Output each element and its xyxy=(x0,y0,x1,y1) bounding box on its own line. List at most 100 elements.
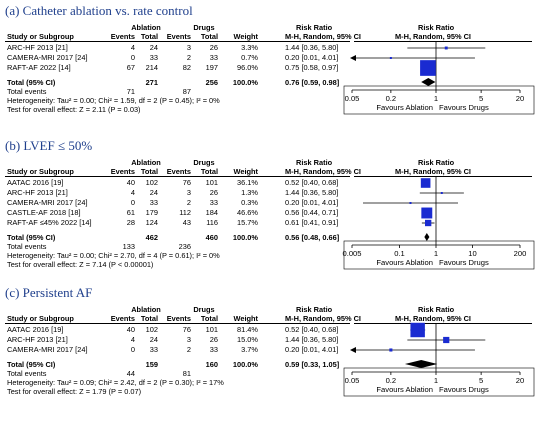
total2-value: 26 xyxy=(209,43,218,52)
study-effect-square xyxy=(409,202,412,204)
rr-value: 0.61 [0.41, 0.91] xyxy=(285,218,339,227)
study-effect-square xyxy=(421,207,433,219)
overall-effect-text: Test for overall effect: Z = 1.79 (P = 0… xyxy=(7,387,142,396)
total2-value: 26 xyxy=(209,335,218,344)
weight-value: 0.7% xyxy=(241,53,258,62)
total-events-label: Total events xyxy=(7,242,47,251)
panel-title: (c) Persistent AF xyxy=(5,285,93,300)
rr-column-subheader: M-H, Random, 95% CI xyxy=(285,167,361,176)
favours-left-label: Favours Ablation xyxy=(376,258,433,267)
pooled-effect-diamond xyxy=(404,360,438,368)
study-name: CASTLE-AF 2018 [18] xyxy=(7,208,81,217)
x-axis-tick-label: 5 xyxy=(479,376,483,385)
events1-value: 28 xyxy=(126,218,135,227)
plot-subheader: M-H, Random, 95% CI xyxy=(395,167,471,176)
forest-plot: 0.05 0.2 1 5 20 Favours Ablation Favours Drugs xyxy=(343,322,535,397)
total-events1: 133 xyxy=(122,242,135,251)
study-effect-square xyxy=(444,46,448,50)
weight-header: Weight xyxy=(233,167,259,176)
events1-header: Events xyxy=(110,167,135,176)
x-axis-tick-label: 0.05 xyxy=(345,376,360,385)
total2-value: 101 xyxy=(205,178,218,187)
study-name: CAMERA-MRI 2017 [24] xyxy=(7,198,88,207)
pooled-rr: 0.59 [0.33, 1.05] xyxy=(285,360,340,369)
heterogeneity-text: Heterogeneity: Tau² = 0.00; Chi² = 1.59,… xyxy=(7,96,220,105)
axis-frame xyxy=(343,240,535,270)
rr-column-subheader: M-H, Random, 95% CI xyxy=(285,32,361,41)
total-events2: 87 xyxy=(182,87,191,96)
weight-value: 81.4% xyxy=(237,325,258,334)
weight-sum: 100.0% xyxy=(232,78,258,87)
total2-value: 26 xyxy=(209,188,218,197)
rr-value: 0.20 [0.01, 4.01] xyxy=(285,345,339,354)
total1-header: Total xyxy=(140,32,158,41)
total2-sum: 256 xyxy=(205,78,218,87)
x-axis-tick-label: 0.2 xyxy=(386,94,397,103)
total1-value: 102 xyxy=(145,178,158,187)
plot-subheader: M-H, Random, 95% CI xyxy=(395,32,471,41)
favours-left-label: Favours Ablation xyxy=(376,103,433,112)
total-label: Total (95% CI) xyxy=(7,360,56,369)
events1-header: Events xyxy=(110,32,135,41)
weight-header: Weight xyxy=(233,32,259,41)
total2-value: 33 xyxy=(209,198,218,207)
plot-header-rule xyxy=(354,176,532,177)
events2-value: 2 xyxy=(186,345,191,354)
x-axis-tick-label: 200 xyxy=(514,249,527,258)
total2-sum: 160 xyxy=(205,360,218,369)
ci-arrow-left xyxy=(350,55,356,61)
table-header-rule xyxy=(5,323,350,324)
study-effect-square xyxy=(389,348,393,352)
forest-plot: 0.005 0.1 1 10 200 Favours Ablation Favours Dr… xyxy=(342,177,535,270)
weight-value: 3.7% xyxy=(241,345,258,354)
heterogeneity-text: Heterogeneity: Tau² = 0.00; Chi² = 2.70,… xyxy=(7,251,220,260)
total2-value: 33 xyxy=(209,53,218,62)
events2-header: Events xyxy=(166,314,191,323)
overall-effect-text: Test for overall effect: Z = 7.14 (P < 0… xyxy=(7,260,154,269)
total1-value: 33 xyxy=(149,345,158,354)
total1-value: 24 xyxy=(149,43,158,52)
study-name: CAMERA-MRI 2017 [24] xyxy=(7,53,88,62)
total2-value: 197 xyxy=(205,63,218,72)
events1-value: 0 xyxy=(130,198,135,207)
weight-sum: 100.0% xyxy=(232,233,258,242)
heterogeneity-text: Heterogeneity: Tau² = 0.09; Chi² = 2.42,… xyxy=(7,378,224,387)
group1-header: Ablation xyxy=(131,305,161,314)
events2-value: 3 xyxy=(186,188,191,197)
total2-value: 184 xyxy=(205,208,218,217)
panel-title: (b) LVEF ≤ 50% xyxy=(5,138,93,153)
events1-value: 40 xyxy=(126,178,135,187)
weight-sum: 100.0% xyxy=(232,360,258,369)
plot-header-rule xyxy=(354,41,532,42)
total2-sum: 460 xyxy=(205,233,218,242)
plot-header: Risk Ratio xyxy=(418,23,455,32)
weight-value: 15.0% xyxy=(237,335,258,344)
total1-value: 24 xyxy=(149,188,158,197)
x-axis-tick-label: 1 xyxy=(434,249,438,258)
events2-value: 82 xyxy=(182,63,191,72)
rr-value: 0.56 [0.44, 0.71] xyxy=(285,208,339,217)
study-effect-square xyxy=(424,219,432,227)
rr-value: 1.44 [0.36, 5.80] xyxy=(285,43,339,52)
total-events-label: Total events xyxy=(7,87,47,96)
plot-header: Risk Ratio xyxy=(418,158,455,167)
overall-effect-text: Test for overall effect: Z = 2.11 (P = 0… xyxy=(7,105,141,114)
study-name: AATAC 2016 [19] xyxy=(7,178,64,187)
favours-right-label: Favours Drugs xyxy=(439,103,489,112)
study-name: AATAC 2016 [19] xyxy=(7,325,64,334)
rr-value: 1.44 [0.36, 5.80] xyxy=(285,335,339,344)
total1-sum: 271 xyxy=(145,78,158,87)
rr-value: 0.75 [0.58, 0.97] xyxy=(285,63,339,72)
weight-value: 96.0% xyxy=(237,63,258,72)
study-effect-square xyxy=(420,60,436,76)
total-events1: 44 xyxy=(126,369,135,378)
study-name: RAFT-AF ≤45% 2022 [14] xyxy=(7,218,92,227)
total-events1: 71 xyxy=(126,87,135,96)
rr-column-header: Risk Ratio xyxy=(296,305,333,314)
events2-value: 76 xyxy=(182,325,191,334)
study-effect-square xyxy=(410,322,425,338)
pooled-rr: 0.76 [0.59, 0.98] xyxy=(285,78,340,87)
events1-value: 67 xyxy=(126,63,135,72)
total2-value: 116 xyxy=(206,218,218,227)
total-events-label: Total events xyxy=(7,369,47,378)
